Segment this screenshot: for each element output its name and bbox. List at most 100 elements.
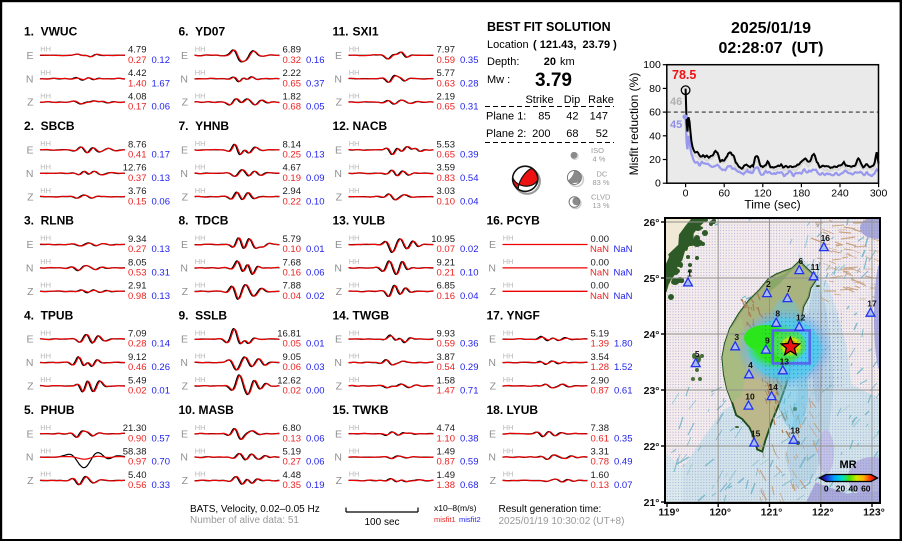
svg-text:0.65: 0.65 [437, 102, 456, 113]
svg-text:0.04: 0.04 [460, 196, 479, 207]
svg-text:68: 68 [566, 128, 578, 140]
svg-text:0.70: 0.70 [152, 457, 171, 468]
svg-text:0.06: 0.06 [306, 433, 325, 444]
svg-text:HH: HH [195, 352, 206, 361]
svg-text:0.35: 0.35 [614, 433, 633, 444]
svg-text:3.76: 3.76 [128, 186, 147, 197]
svg-text:HH: HH [503, 423, 514, 432]
svg-text:Number of alive data: 51: Number of alive data: 51 [190, 515, 299, 526]
svg-text:HH: HH [40, 352, 51, 361]
svg-text:17: 17 [867, 299, 877, 309]
svg-text:0.49: 0.49 [614, 457, 633, 468]
svg-text:20: 20 [836, 484, 846, 494]
svg-text:12.76: 12.76 [123, 163, 147, 174]
svg-text:4.74: 4.74 [437, 423, 456, 434]
svg-text:HH: HH [195, 257, 206, 266]
svg-text:Rake: Rake [588, 94, 614, 106]
svg-text:( 121.43, 23.79 ): ( 121.43, 23.79 ) [533, 39, 617, 51]
svg-text:0.00: 0.00 [591, 257, 610, 268]
svg-text:2: 2 [766, 279, 771, 289]
svg-text:HH: HH [349, 45, 360, 54]
svg-text:0.19: 0.19 [283, 173, 302, 184]
svg-text:78.5: 78.5 [672, 68, 696, 82]
svg-text:0.37: 0.37 [128, 173, 147, 184]
svg-text:E: E [26, 145, 33, 157]
svg-text:0.01: 0.01 [306, 339, 325, 350]
svg-text:8.: 8. [179, 214, 189, 228]
svg-text:2.91: 2.91 [128, 281, 147, 292]
svg-text:52: 52 [596, 128, 608, 140]
svg-text:Misfit reduction (%): Misfit reduction (%) [627, 73, 641, 176]
svg-text:N: N [334, 168, 342, 180]
svg-text:7.38: 7.38 [591, 423, 610, 434]
svg-text:0.63: 0.63 [437, 78, 456, 89]
svg-text:120°: 120° [709, 507, 731, 519]
svg-text:0.22: 0.22 [283, 196, 302, 207]
svg-text:PHUB: PHUB [41, 403, 75, 417]
svg-text:HH: HH [349, 328, 360, 337]
svg-text:E: E [335, 50, 342, 62]
svg-text:2025/01/19 10:30:02 (UT+8): 2025/01/19 10:30:02 (UT+8) [499, 516, 625, 527]
svg-text:YHNB: YHNB [195, 119, 229, 133]
svg-text:4: 4 [748, 360, 753, 370]
svg-text:2025/01/19: 2025/01/19 [731, 20, 811, 37]
svg-text:200: 200 [532, 128, 550, 140]
svg-text:0.46: 0.46 [128, 362, 147, 373]
svg-text:N: N [488, 263, 496, 275]
svg-text:TWGB: TWGB [353, 308, 390, 322]
svg-text:0.28: 0.28 [128, 339, 147, 350]
svg-text:N: N [488, 357, 496, 369]
svg-text:0.54: 0.54 [437, 362, 456, 373]
svg-text:0.39: 0.39 [460, 150, 479, 161]
svg-text:5.53: 5.53 [437, 139, 456, 150]
svg-text:300: 300 [870, 188, 888, 200]
svg-text:Z: Z [182, 381, 189, 393]
svg-text:0.06: 0.06 [306, 457, 325, 468]
svg-text:VWUC: VWUC [41, 25, 78, 39]
svg-text:12: 12 [796, 313, 806, 323]
svg-text:14: 14 [768, 382, 778, 392]
svg-text:1.38: 1.38 [437, 480, 456, 491]
svg-text:HH: HH [503, 328, 514, 337]
svg-text:9.93: 9.93 [437, 329, 456, 340]
svg-text:Mw :: Mw : [487, 74, 510, 86]
svg-text:0.14: 0.14 [152, 339, 171, 350]
svg-text:0.35: 0.35 [460, 55, 479, 66]
svg-text:13.: 13. [333, 214, 350, 228]
svg-text:E: E [181, 428, 188, 440]
svg-text:0.02: 0.02 [283, 386, 302, 397]
svg-text:0.06: 0.06 [283, 362, 302, 373]
svg-text:15.: 15. [333, 403, 350, 417]
svg-text:0.32: 0.32 [283, 55, 302, 66]
svg-text:1.82: 1.82 [283, 92, 302, 103]
svg-text:NaN: NaN [613, 268, 632, 279]
svg-text:3.87: 3.87 [437, 352, 456, 363]
svg-text:NaN: NaN [590, 268, 609, 279]
svg-text:6.: 6. [179, 25, 189, 39]
svg-text:02:28:07 (UT): 02:28:07 (UT) [719, 40, 824, 57]
svg-text:0.03: 0.03 [306, 362, 325, 373]
svg-text:180: 180 [793, 188, 811, 200]
svg-text:0.28: 0.28 [460, 78, 479, 89]
svg-text:23°: 23° [644, 385, 660, 397]
svg-text:0.15: 0.15 [128, 196, 147, 207]
svg-text:MR: MR [839, 459, 856, 471]
svg-text:Z: Z [490, 381, 497, 393]
svg-text:HH: HH [349, 446, 360, 455]
svg-text:Z: Z [182, 286, 189, 298]
svg-text:0.59: 0.59 [460, 457, 479, 468]
svg-text:HH: HH [503, 375, 514, 384]
svg-text:5.19: 5.19 [283, 447, 302, 458]
svg-text:HH: HH [195, 163, 206, 172]
svg-text:13 %: 13 % [593, 201, 610, 210]
svg-text:0.38: 0.38 [460, 433, 479, 444]
svg-text:Z: Z [182, 475, 189, 487]
svg-text:123°: 123° [863, 507, 885, 519]
svg-text:20: 20 [544, 56, 556, 68]
svg-text:Time (sec): Time (sec) [744, 198, 800, 212]
svg-text:N: N [334, 73, 342, 85]
svg-text:4 %: 4 % [593, 155, 606, 164]
svg-text:0.02: 0.02 [306, 291, 325, 302]
svg-text:SSLB: SSLB [195, 308, 227, 322]
svg-text:E: E [26, 334, 33, 346]
